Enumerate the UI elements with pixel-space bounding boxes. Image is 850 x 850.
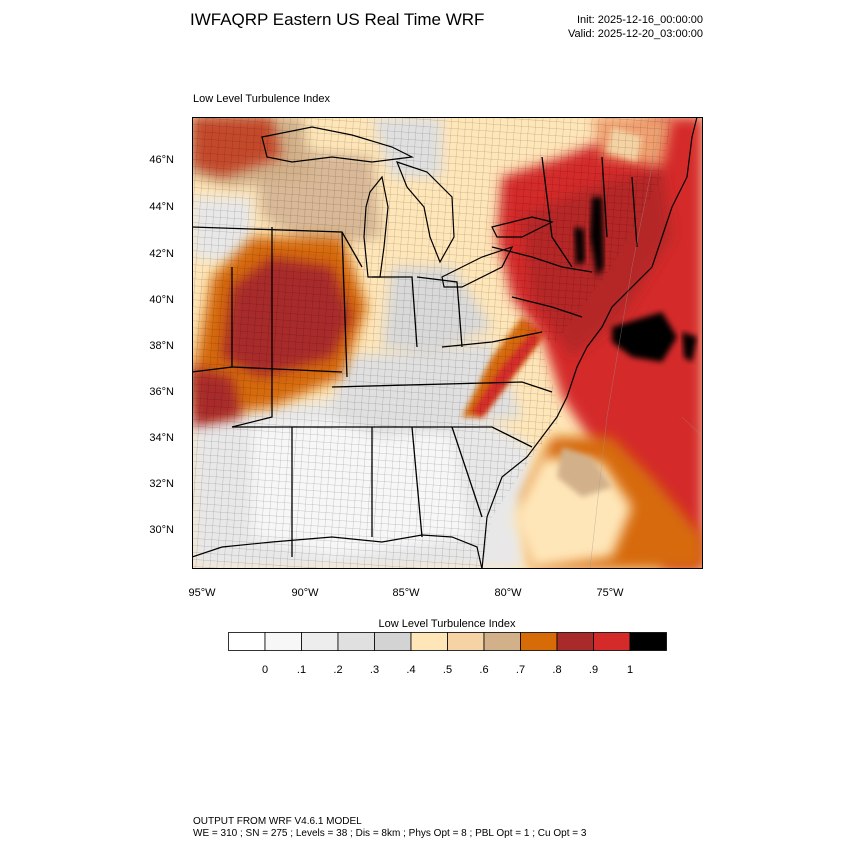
lat-label: 44°N <box>149 201 174 213</box>
lat-label: 34°N <box>149 432 174 444</box>
colorbar-label: .1 <box>296 664 307 676</box>
lat-label: 46°N <box>149 154 174 166</box>
colorbar-swatch <box>410 632 448 651</box>
colorbar-label: .6 <box>479 664 489 676</box>
init-time: Init: 2025-12-16_00:00:00 <box>577 14 703 26</box>
colorbar-swatch <box>483 632 521 651</box>
lon-label: 95°W <box>188 587 216 599</box>
turbulence-map <box>192 117 703 569</box>
lat-label: 40°N <box>149 294 174 306</box>
lat-label: 36°N <box>149 386 174 398</box>
coastline <box>192 534 483 569</box>
colorbar-swatch <box>337 632 375 651</box>
colorbar-swatch <box>556 632 594 651</box>
colorbar-label: .3 <box>369 664 380 676</box>
state-boundaries <box>192 156 638 557</box>
footer-model: OUTPUT FROM WRF V4.6.1 MODEL <box>193 816 362 827</box>
colorbar-swatch <box>301 632 339 651</box>
lat-label: 42°N <box>149 248 174 260</box>
lat-label: 30°N <box>149 524 174 536</box>
lon-label: 75°W <box>596 587 624 599</box>
colorbar <box>228 632 667 651</box>
colorbar-swatch <box>264 632 302 651</box>
colorbar-swatch <box>447 632 485 651</box>
colorbar-swatch <box>520 632 558 651</box>
lon-label: 80°W <box>494 587 522 599</box>
colorbar-swatch <box>629 632 667 651</box>
lat-label: 38°N <box>149 340 174 352</box>
colorbar-label: .4 <box>406 664 416 676</box>
plot-title: IWFAQRP Eastern US Real Time WRF <box>190 10 485 29</box>
colorbar-title: Low Level Turbulence Index <box>378 618 516 630</box>
colorbar-swatch <box>228 632 266 651</box>
colorbar-label: .2 <box>333 664 343 676</box>
footer-config: WE = 310 ; SN = 275 ; Levels = 38 ; Dis … <box>193 828 587 839</box>
colorbar-label: .7 <box>515 664 526 676</box>
colorbar-swatch <box>593 632 631 651</box>
lon-label: 90°W <box>291 587 319 599</box>
map-subtitle: Low Level Turbulence Index <box>193 93 330 105</box>
colorbar-swatch <box>374 632 412 651</box>
colorbar-label: .8 <box>552 664 562 676</box>
colorbar-label: 0 <box>261 664 269 676</box>
lon-label: 85°W <box>392 587 420 599</box>
lat-label: 32°N <box>149 478 174 490</box>
colorbar-label: .5 <box>442 664 453 676</box>
colorbar-label: 1 <box>626 664 634 676</box>
colorbar-label: .9 <box>588 664 599 676</box>
valid-time: Valid: 2025-12-20_03:00:00 <box>568 28 703 40</box>
